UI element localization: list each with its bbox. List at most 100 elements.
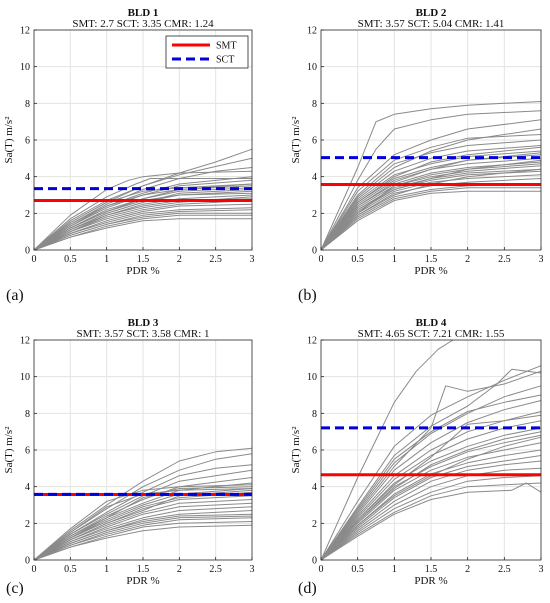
y-tick-label: 6 [25, 136, 30, 147]
chart-title: BLD 4 [416, 317, 447, 329]
y-tick-label: 6 [25, 446, 30, 457]
pushover-curve [33, 488, 253, 561]
legend-box [165, 35, 249, 69]
chart-subtitle: SMT: 2.7 SCT: 3.35 CMR: 1.24 [72, 18, 214, 30]
x-tick-label: 0 [32, 564, 37, 575]
pushover-curve [33, 469, 253, 561]
pushover-curve [320, 187, 541, 251]
x-tick-label: 2.5 [209, 254, 222, 265]
x-tick-label: 1 [104, 564, 109, 575]
x-tick-label: 0 [319, 254, 324, 265]
x-tick-label: 1.5 [425, 254, 438, 265]
y-tick-label: 2 [312, 209, 317, 220]
legend-label-sct: SCT [216, 55, 234, 66]
x-tick-label: 2 [177, 254, 182, 265]
pushover-curve [320, 482, 542, 561]
pushover-curve [320, 370, 542, 561]
pushover-curve [320, 146, 542, 251]
panel-label: (d) [298, 580, 317, 597]
pushover-curve [320, 101, 542, 251]
pushover-curve [320, 190, 541, 251]
x-tick-label: 2 [465, 254, 470, 265]
y-axis-label: Sa(T) m/s² [3, 116, 15, 164]
pushover-curve [320, 128, 542, 251]
pushover-curve [33, 212, 252, 251]
y-tick-label: 10 [20, 62, 30, 73]
pushover-curve [320, 134, 542, 251]
pushover-curve [33, 486, 253, 561]
pushover-curve [33, 513, 253, 561]
pushover-curve [33, 192, 253, 251]
x-axis-label: PDR % [126, 575, 159, 587]
x-tick-label: 3 [250, 564, 255, 575]
pushover-curve [33, 157, 253, 251]
pushover-curve [33, 218, 252, 251]
y-tick-label: 12 [307, 336, 317, 347]
x-tick-label: 2.5 [498, 564, 511, 575]
x-axis-label: PDR % [414, 265, 447, 277]
y-tick-label: 8 [312, 409, 317, 420]
y-tick-label: 8 [25, 409, 30, 420]
x-tick-label: 3 [539, 254, 544, 265]
panel-label: (a) [6, 287, 24, 304]
y-tick-label: 4 [25, 172, 30, 183]
y-tick-label: 12 [20, 26, 30, 37]
x-axis-label: PDR % [414, 575, 447, 587]
y-tick-label: 2 [25, 519, 30, 530]
x-tick-label: 1.5 [137, 564, 150, 575]
pushover-curve [320, 431, 542, 561]
x-tick-label: 0.5 [64, 254, 77, 265]
x-tick-label: 2 [465, 564, 470, 575]
y-tick-label: 2 [312, 519, 317, 530]
y-tick-label: 4 [312, 482, 317, 493]
pushover-curve [320, 385, 542, 561]
y-tick-label: 0 [312, 556, 317, 567]
pushover-curve [320, 467, 542, 561]
pushover-curve [33, 524, 253, 561]
x-tick-label: 1.5 [425, 564, 438, 575]
pushover-curve [320, 165, 542, 251]
pushover-curve [320, 460, 542, 561]
pushover-curve [320, 400, 542, 561]
pushover-curve [320, 145, 542, 251]
x-tick-label: 3 [539, 564, 544, 575]
x-tick-label: 2.5 [209, 564, 222, 575]
y-tick-label: 0 [25, 246, 30, 257]
x-tick-label: 1.5 [137, 254, 150, 265]
y-tick-label: 0 [312, 246, 317, 257]
chart-subtitle: SMT: 3.57 SCT: 5.04 CMR: 1.41 [358, 18, 505, 30]
chart-title: BLD 2 [416, 7, 447, 19]
y-tick-label: 12 [20, 336, 30, 347]
y-axis-label: Sa(T) m/s² [290, 116, 302, 164]
pushover-curve [33, 189, 253, 251]
pushover-curve [320, 110, 542, 251]
y-tick-label: 6 [312, 136, 317, 147]
panel-label: (b) [298, 287, 317, 304]
x-axis-label: PDR % [126, 265, 159, 277]
pushover-curve [33, 517, 253, 561]
chart-subtitle: SMT: 4.65 SCT: 7.21 CMR: 1.55 [358, 328, 505, 340]
y-axis-label: Sa(T) m/s² [3, 426, 15, 474]
y-tick-label: 2 [25, 209, 30, 220]
pushover-curve [320, 339, 454, 561]
pushover-curve [320, 119, 542, 251]
pushover-curve [320, 168, 542, 251]
y-tick-label: 4 [312, 172, 317, 183]
chart-subtitle: SMT: 3.57 SCT: 3.58 CMR: 1 [76, 328, 209, 340]
x-tick-label: 0 [319, 564, 324, 575]
pushover-curve [320, 475, 542, 561]
x-tick-label: 0.5 [64, 564, 77, 575]
y-tick-label: 0 [25, 556, 30, 567]
pushover-curve [320, 368, 542, 561]
x-tick-label: 0.5 [351, 564, 364, 575]
pushover-curve [33, 506, 253, 561]
y-tick-label: 12 [307, 26, 317, 37]
x-tick-label: 0 [32, 254, 37, 265]
pushover-curve [320, 442, 542, 561]
pushover-curve [33, 207, 253, 251]
y-tick-label: 8 [312, 99, 317, 110]
